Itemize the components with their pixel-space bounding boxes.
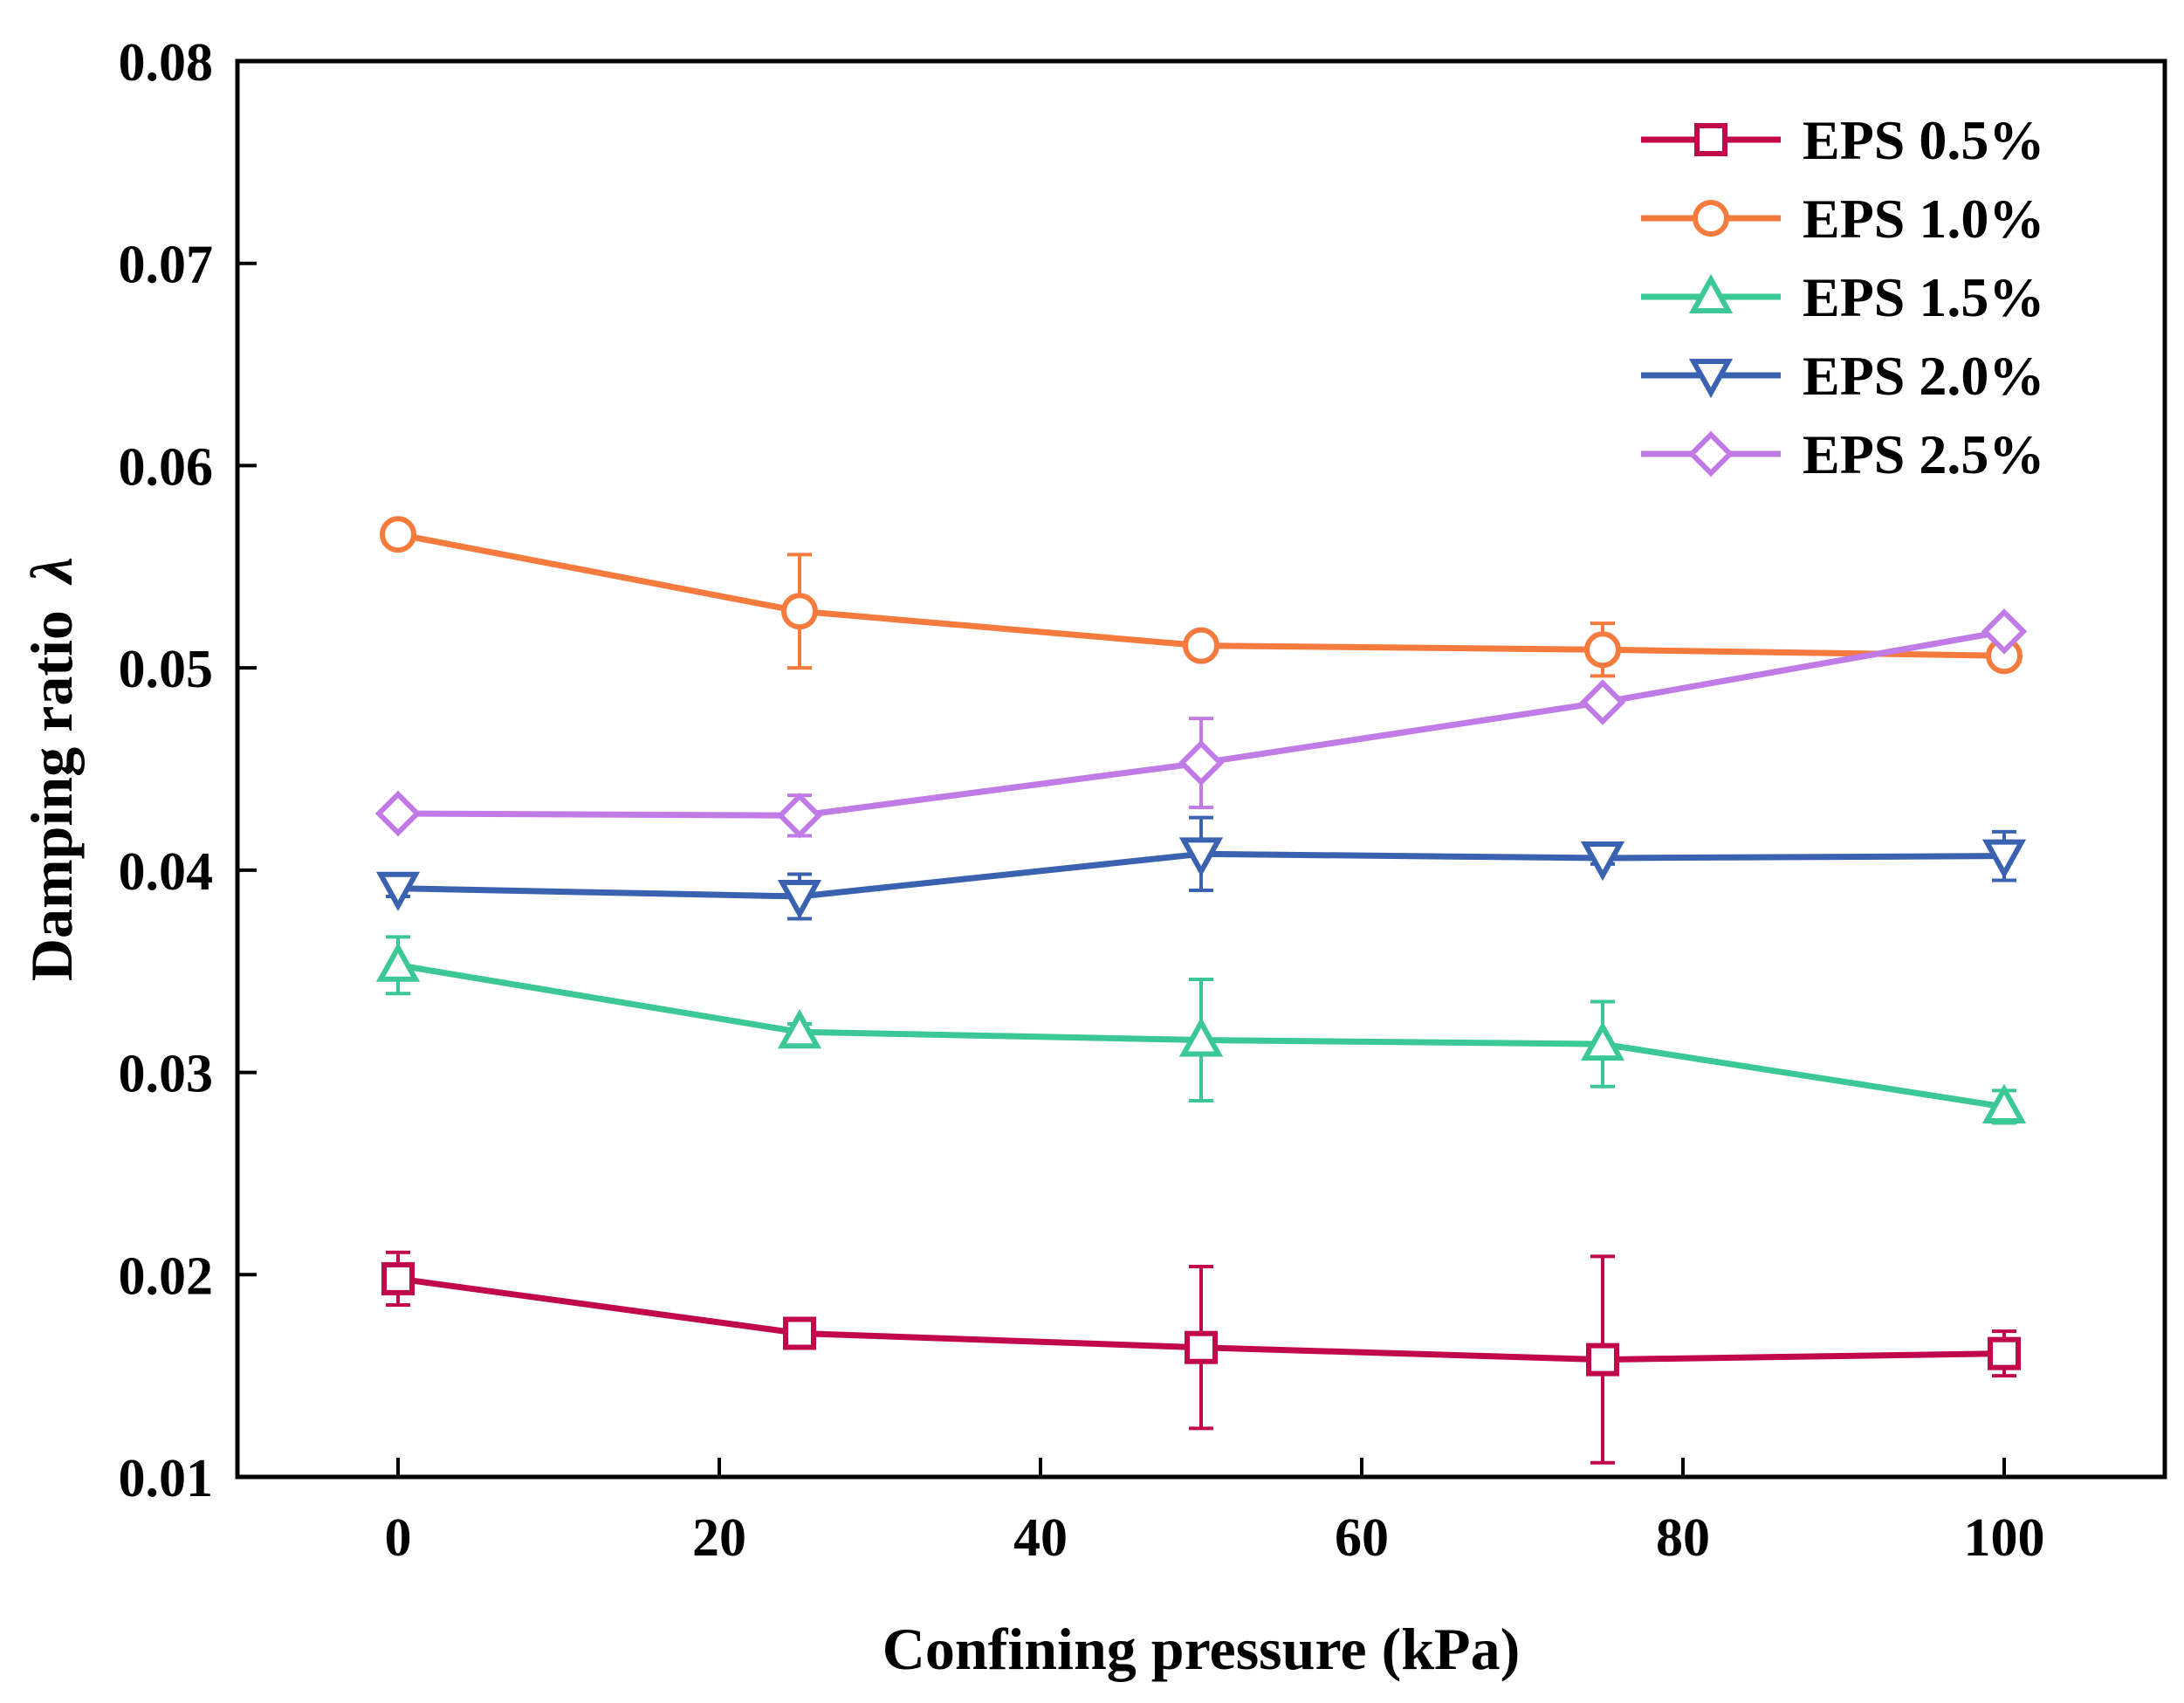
y-tick-label-0.06: 0.06 bbox=[119, 437, 214, 497]
series-eps-1-0 bbox=[380, 516, 2023, 678]
legend-item-eps-1-5: EPS 1.5% bbox=[1641, 266, 2044, 328]
x-tick-label-100: 100 bbox=[1964, 1508, 2045, 1568]
legend-item-eps-2-5: EPS 2.5% bbox=[1641, 423, 2044, 485]
data-point-eps-1-5-0 bbox=[375, 942, 421, 982]
legend-marker-eps-2-5 bbox=[1687, 430, 1734, 477]
axis-tick-labels: 0 20 40 60 80 100 0.01 0.02 0.03 0.04 0.05 0.06 0.07… bbox=[119, 33, 2045, 1568]
data-point-eps-2-5-0 bbox=[374, 790, 422, 837]
y-tick-label-0.02: 0.02 bbox=[119, 1246, 214, 1306]
series-eps-2-5 bbox=[374, 608, 2028, 839]
x-axis-label: Confining pressure (kPa) bbox=[883, 1616, 1520, 1682]
legend-item-eps-0-5: EPS 0.5% bbox=[1641, 109, 2044, 171]
data-point-eps-2-5-100 bbox=[1981, 608, 2028, 655]
legend-marker-eps-1-0 bbox=[1693, 200, 1729, 237]
series-eps-0-5 bbox=[381, 1250, 2021, 1465]
x-tick-label-20: 20 bbox=[692, 1508, 746, 1568]
y-tick-label-0.04: 0.04 bbox=[119, 842, 214, 902]
y-axis-label: Damping ratio λ bbox=[18, 557, 85, 981]
data-point-eps-2-0-50 bbox=[1178, 837, 1224, 877]
legend: EPS 0.5% EPS 1.0% EPS 1.5% EPS 2.0% EPS 2.5% bbox=[1641, 109, 2044, 485]
x-tick-label-60: 60 bbox=[1335, 1508, 1389, 1568]
legend-label-eps-0-5: EPS 0.5% bbox=[1803, 109, 2044, 171]
y-tick-label-0.01: 0.01 bbox=[119, 1449, 214, 1508]
y-tick-label-0.03: 0.03 bbox=[119, 1045, 214, 1104]
x-tick-label-40: 40 bbox=[1013, 1508, 1068, 1568]
x-tick-label-80: 80 bbox=[1656, 1508, 1710, 1568]
legend-marker-eps-0-5 bbox=[1694, 123, 1727, 156]
data-point-eps-0-5-25 bbox=[783, 1316, 816, 1350]
data-point-eps-2-5-25 bbox=[776, 793, 823, 839]
data-point-eps-2-0-75 bbox=[1580, 841, 1625, 882]
plot-area-frame bbox=[235, 58, 2167, 1480]
data-point-eps-1-5-50 bbox=[1178, 1017, 1224, 1057]
data-point-eps-0-5-0 bbox=[381, 1261, 415, 1295]
x-tick-label-0: 0 bbox=[385, 1508, 412, 1568]
series-eps-2-0 bbox=[375, 815, 2027, 921]
series-layer bbox=[374, 516, 2028, 1465]
series-eps-1-5 bbox=[375, 935, 2027, 1125]
legend-item-eps-1-0: EPS 1.0% bbox=[1641, 188, 2044, 250]
legend-label-eps-2-5: EPS 2.5% bbox=[1803, 423, 2044, 485]
data-point-eps-1-0-50 bbox=[1183, 627, 1219, 664]
axis-ticks bbox=[237, 59, 2006, 1479]
data-point-eps-2-0-0 bbox=[375, 871, 421, 911]
data-point-eps-1-5-75 bbox=[1580, 1020, 1625, 1061]
data-point-eps-1-5-100 bbox=[1981, 1083, 2027, 1123]
data-point-eps-1-0-0 bbox=[380, 516, 416, 553]
legend-label-eps-1-0: EPS 1.0% bbox=[1803, 188, 2044, 250]
data-point-eps-2-5-75 bbox=[1579, 679, 1626, 725]
data-point-eps-0-5-100 bbox=[1988, 1336, 2021, 1370]
legend-label-eps-1-5: EPS 1.5% bbox=[1803, 266, 2044, 328]
data-point-eps-2-0-25 bbox=[777, 879, 822, 920]
legend-item-eps-2-0: EPS 2.0% bbox=[1641, 345, 2044, 407]
legend-marker-eps-2-0 bbox=[1688, 359, 1734, 399]
y-axis-label-text: Damping ratio bbox=[18, 610, 85, 981]
y-tick-label-0.08: 0.08 bbox=[119, 33, 214, 93]
legend-label-eps-2-0: EPS 2.0% bbox=[1803, 345, 2044, 407]
y-tick-label-0.07: 0.07 bbox=[119, 236, 214, 295]
y-axis-label-symbol: λ bbox=[18, 557, 85, 586]
data-point-eps-0-5-75 bbox=[1586, 1342, 1619, 1377]
data-point-eps-2-0-100 bbox=[1981, 839, 2027, 879]
data-point-eps-1-0-75 bbox=[1584, 631, 1621, 669]
data-point-eps-2-5-50 bbox=[1178, 739, 1225, 786]
legend-marker-eps-1-5 bbox=[1688, 273, 1734, 313]
y-tick-label-0.05: 0.05 bbox=[119, 640, 214, 699]
data-point-eps-1-5-25 bbox=[777, 1009, 822, 1049]
data-point-eps-0-5-50 bbox=[1185, 1330, 1218, 1364]
data-point-eps-1-0-25 bbox=[781, 593, 818, 630]
